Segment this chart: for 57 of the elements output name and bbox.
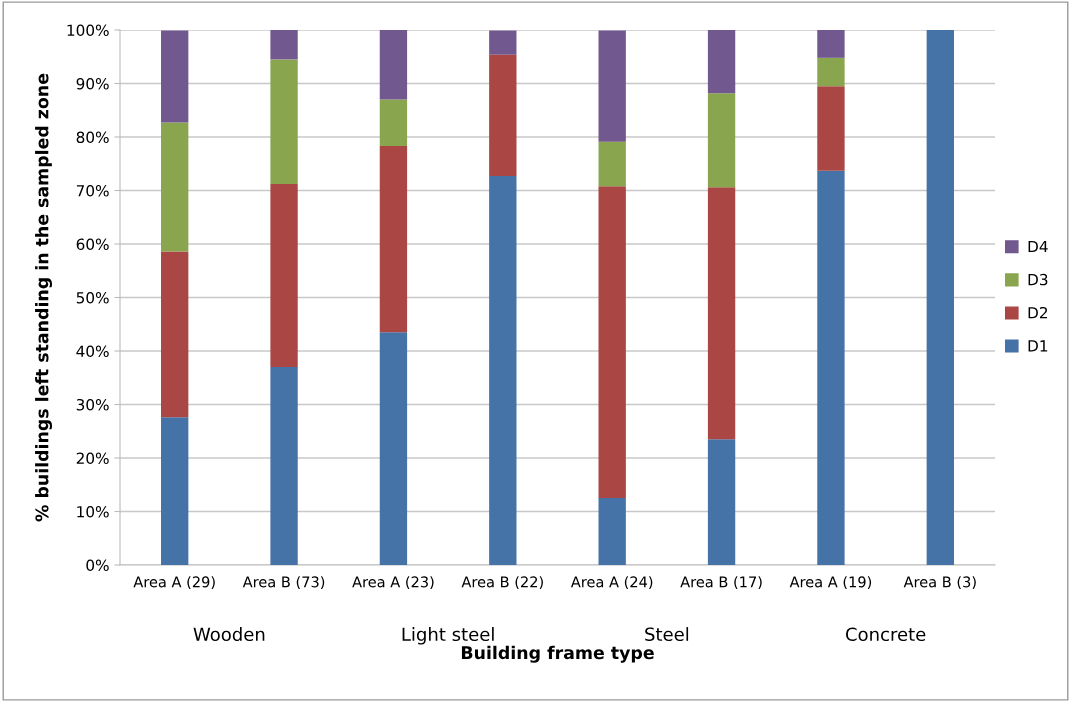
y-tick-label: 40% (76, 345, 109, 358)
bar (270, 184, 298, 368)
y-tick-label: 10% (77, 505, 109, 518)
bar (707, 93, 736, 188)
y-tick-label: 0% (86, 559, 109, 572)
bar (707, 187, 736, 440)
y-tick-label: 100% (67, 24, 109, 37)
x-tick-label: Area B (22) (461, 576, 543, 590)
bar (379, 99, 408, 147)
bar (707, 30, 736, 94)
x-tick-label: Area B (3) (903, 576, 976, 590)
y-tick-label: 50% (76, 291, 109, 304)
y-tick-label: 80% (76, 131, 109, 144)
bar (161, 251, 189, 418)
bar (270, 59, 298, 185)
x-tick-label: Area B (73) (242, 576, 325, 590)
y-tick-label: 60% (76, 238, 109, 251)
legend-label: D1 (1028, 340, 1048, 352)
x-tick-label: Area A (23) (352, 576, 434, 590)
bar (817, 86, 845, 171)
bar (161, 30, 189, 123)
bar (489, 30, 517, 55)
text: Light steel (402, 627, 494, 645)
bar (161, 417, 189, 565)
bar (707, 439, 736, 565)
legend-label: D3 (1028, 273, 1048, 286)
bar (270, 367, 298, 565)
legend-label: D4 (1028, 240, 1048, 253)
bar (489, 176, 517, 565)
y-tick-label: 30% (76, 398, 109, 411)
bar (598, 498, 626, 565)
bar (817, 57, 845, 87)
bar (270, 30, 298, 60)
bar (817, 170, 845, 565)
text: Steel (645, 627, 689, 642)
y-tick-label: 20% (76, 452, 109, 465)
y-axis-title: % buildings left standing in the sampled zone (35, 73, 53, 522)
text: Concrete (845, 627, 926, 642)
x-tick-label: Area A (19) (789, 576, 872, 590)
bar (598, 186, 626, 499)
bar (379, 146, 408, 333)
x-axis-title: Building frame type (461, 645, 654, 663)
bar (926, 30, 954, 565)
bar (598, 30, 626, 142)
text: Wooden (193, 627, 265, 642)
y-tick-label: 70% (76, 184, 109, 197)
bar (489, 54, 517, 177)
x-tick-label: Area B (17) (680, 576, 762, 590)
bar (817, 30, 845, 58)
bar (379, 332, 408, 565)
bar (379, 30, 408, 100)
legend-label: D2 (1028, 306, 1048, 319)
y-tick-label: 90% (76, 77, 109, 90)
x-tick-label: Area A (24) (570, 576, 653, 590)
x-tick-label: Area A (29) (133, 576, 215, 590)
bar (598, 141, 626, 187)
bar (161, 122, 189, 252)
